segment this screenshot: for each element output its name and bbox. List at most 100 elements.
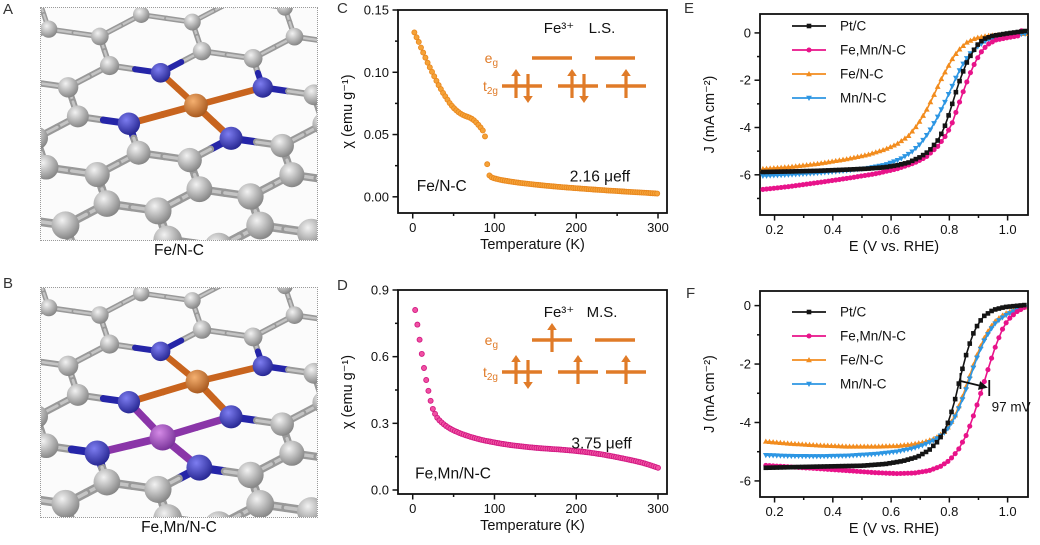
carbon-atom: [41, 433, 59, 459]
nitrogen-atom: [117, 391, 141, 414]
carbon-atom: [279, 162, 305, 188]
manganese-atom: [149, 424, 176, 451]
panel-letter-c: C: [337, 0, 348, 17]
carbon-atom: [99, 334, 120, 354]
axis-ticks: [392, 9, 659, 219]
carbon-atom: [186, 176, 213, 203]
series-pt-c: [760, 28, 1028, 175]
series-pt-c: [763, 302, 1027, 471]
carbon-atom: [99, 55, 120, 76]
series-fe-mn-n-c: [412, 307, 661, 471]
carbon-atom: [243, 49, 263, 68]
x-tick-label: 1.0: [999, 504, 1017, 519]
annotation-text: Fe/N-C: [417, 178, 467, 195]
carbon-atom: [270, 412, 294, 436]
carbon-atom: [72, 239, 79, 240]
annotation-text: 2.16 μeff: [570, 168, 631, 185]
legend-label: Pt/C: [840, 305, 867, 320]
y-tick-label: 0.6: [371, 349, 389, 364]
y-tick-label: -2: [739, 357, 751, 372]
axis-ticks: [754, 32, 1009, 221]
atoms: [41, 288, 317, 517]
carbon-atom: [192, 320, 212, 339]
molecule-render-fe-n-c: [40, 7, 318, 241]
legend-entry: Fe,Mn/N-C: [792, 43, 906, 58]
legend-entry: Fe,Mn/N-C: [792, 329, 906, 344]
chart-orr-polarization-f: 0.2 0.4 0.6 0.8 1.0 0 -2 -4 -6 E (V vs. RHE) J (mA…: [702, 290, 1031, 537]
carbon-atom: [153, 225, 183, 240]
x-tick-label: 300: [647, 220, 669, 235]
carbon-atom: [297, 218, 317, 240]
carbon-atom: [277, 288, 293, 295]
orbital-row-label: t2g: [483, 78, 498, 97]
y-axis-label: χ (emu g⁻¹): [340, 355, 356, 429]
chart-susceptibility-fe-mn-n-c: 0 100 200 300 0.0 0.3 0.6 0.9 Temperature (K) χ (…: [340, 283, 669, 535]
carbon-atom: [51, 489, 80, 517]
carbon-atom: [41, 127, 48, 149]
ion-label: Fe³⁺: [544, 20, 574, 37]
orbital-row-label: eg: [485, 332, 498, 351]
x-tick-label: 0.4: [824, 504, 842, 519]
panel-letter-d: D: [337, 277, 348, 294]
carbon-atom: [183, 292, 201, 309]
iron-atom: [185, 369, 210, 394]
x-tick-label: 0.8: [940, 222, 958, 237]
nitrogen-atom: [84, 440, 110, 466]
plot-frame: [397, 289, 668, 495]
y-tick-label: -4: [739, 415, 751, 430]
legend: Pt/C Fe,Mn/N-C Fe/N-C Mn/N-C: [792, 19, 906, 106]
carbon-atom: [91, 306, 109, 324]
carbon-atom: [66, 383, 89, 406]
x-tick-label: 0.6: [882, 504, 900, 519]
potential-shift-arrow: [959, 372, 991, 397]
spin-state-label: M.S.: [587, 304, 618, 321]
y-tick-label: 0.3: [371, 416, 389, 431]
legend-label: Pt/C: [840, 19, 867, 34]
carbon-atom: [303, 84, 317, 106]
carbon-atom: [66, 105, 89, 128]
spin-state-inset: Fe³⁺ M.S. eg t2g: [483, 304, 646, 389]
carbon-atom: [279, 440, 305, 466]
carbon-atom: [297, 497, 317, 517]
carbon-atom: [144, 197, 172, 225]
caption-fe-mn-n-c: Fe,Mn/N-C: [141, 519, 217, 536]
legend-entry: Fe/N-C: [792, 67, 884, 82]
atoms: [41, 8, 317, 240]
y-tick-label: -2: [739, 73, 751, 88]
series-fe-n-c: [411, 29, 661, 197]
carbon-atom: [312, 393, 317, 412]
carbon-atom: [183, 13, 201, 31]
x-tick-label: 0.8: [940, 504, 958, 519]
y-tick-label: 0.9: [371, 283, 389, 298]
x-tick-label: 100: [484, 220, 506, 235]
carbon-atom: [206, 232, 232, 240]
legend-label: Fe/N-C: [840, 353, 884, 368]
chart-susceptibility-fe-n-c: 0 100 200 300 0.00 0.05 0.10 0.15 Temperature (K…: [340, 3, 669, 254]
nitrogen-atom: [252, 355, 273, 377]
x-tick-label: 0.2: [766, 222, 784, 237]
legend-label: Fe,Mn/N-C: [840, 43, 906, 58]
carbon-atom: [133, 288, 150, 302]
carbon-atom: [270, 133, 294, 158]
nitrogen-atom: [219, 405, 243, 429]
x-tick-label: 0.2: [766, 504, 784, 519]
iron-atom: [184, 93, 208, 118]
legend-label: Mn/N-C: [840, 91, 887, 106]
carbon-atom: [91, 27, 109, 46]
carbon-atom: [51, 211, 80, 240]
carbon-atom: [177, 147, 202, 173]
x-axis-label: Temperature (K): [480, 237, 585, 253]
y-axis-label: J (mA cm⁻²): [702, 76, 718, 154]
carbon-atom: [153, 504, 182, 517]
carbon-atom: [285, 27, 304, 46]
spin-state-inset: Fe³⁺ L.S. eg t2g: [483, 20, 646, 103]
spin-state-label: L.S.: [589, 20, 616, 37]
y-tick-label: -6: [739, 473, 751, 488]
x-tick-label: 1.0: [999, 222, 1017, 237]
y-tick-label: 0.05: [364, 127, 389, 142]
orbital-row-label: eg: [485, 50, 498, 69]
carbon-atom: [285, 306, 304, 324]
nitrogen-atom: [186, 454, 213, 481]
y-tick-label: 0: [744, 298, 751, 313]
legend-label: Fe,Mn/N-C: [840, 329, 906, 344]
